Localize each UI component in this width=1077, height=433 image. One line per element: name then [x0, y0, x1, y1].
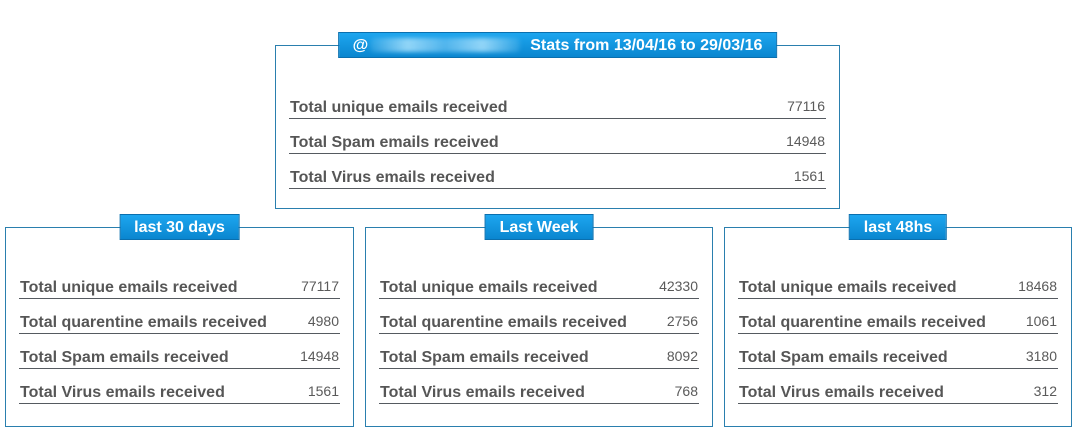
- stat-row: Total unique emails received 42330: [379, 276, 699, 299]
- stat-label: Total unique emails received: [380, 279, 598, 296]
- stat-label: Total quarentine emails received: [739, 314, 986, 331]
- stat-value: 768: [674, 383, 698, 399]
- title-prefix: @: [352, 37, 369, 54]
- stat-row: Total quarentine emails received 2756: [379, 311, 699, 334]
- stat-label: Total Spam emails received: [380, 349, 589, 366]
- stat-row: Total quarentine emails received 1061: [738, 311, 1058, 334]
- stat-label: Total Virus emails received: [380, 384, 585, 401]
- stats-panel-last-48hs: last 48hs Total unique emails received 1…: [724, 214, 1072, 427]
- stat-row: Total Spam emails received 14948: [19, 346, 340, 369]
- panel-title: last 48hs: [848, 214, 948, 240]
- stats-panel-main: @ Stats from 13/04/16 to 29/03/16 Total u…: [275, 32, 840, 209]
- stat-row: Total Virus emails received 1561: [19, 381, 340, 404]
- stat-value: 18468: [1018, 278, 1057, 294]
- stat-label: Total quarentine emails received: [20, 314, 267, 331]
- panel-title: Last Week: [484, 214, 594, 240]
- panel-title: last 30 days: [119, 214, 240, 240]
- stat-label: Total Virus emails received: [739, 384, 944, 401]
- stat-value: 8092: [666, 348, 698, 364]
- stat-value: 1561: [793, 168, 825, 184]
- stat-label: Total unique emails received: [739, 279, 957, 296]
- stat-row: Total unique emails received 77117: [19, 276, 340, 299]
- stat-row: Total quarentine emails received 4980: [19, 311, 340, 334]
- stat-row: Total unique emails received 18468: [738, 276, 1058, 299]
- stat-value: 77117: [301, 278, 339, 294]
- stat-label: Total Spam emails received: [739, 349, 948, 366]
- stat-value: 42330: [659, 278, 698, 294]
- stat-value: 4980: [307, 313, 339, 329]
- stat-value: 312: [1033, 383, 1057, 399]
- stat-label: Total Virus emails received: [290, 169, 495, 186]
- stat-value: 1061: [1025, 313, 1057, 329]
- title-text: Stats from 13/04/16 to 29/03/16: [530, 37, 763, 54]
- stat-row: Total Virus emails received 768: [379, 381, 699, 404]
- stat-value: 14948: [786, 133, 825, 149]
- stat-label: Total Virus emails received: [20, 384, 225, 401]
- stats-panel-last-30-days: last 30 days Total unique emails receive…: [5, 214, 354, 427]
- stat-label: Total unique emails received: [290, 99, 508, 116]
- stat-row: Total Spam emails received 3180: [738, 346, 1058, 369]
- stat-value: 77116: [787, 98, 825, 114]
- stats-panel-last-week: Last Week Total unique emails received 4…: [365, 214, 713, 427]
- stat-row: Total Spam emails received 8092: [379, 346, 699, 369]
- stat-label: Total unique emails received: [20, 279, 238, 296]
- stat-row: Total Virus emails received 1561: [289, 166, 826, 189]
- stat-value: 3180: [1025, 348, 1057, 364]
- redacted-domain: [370, 38, 521, 52]
- stat-label: Total Spam emails received: [290, 134, 499, 151]
- stats-panel-main-title: @ Stats from 13/04/16 to 29/03/16: [337, 32, 778, 58]
- stat-label: Total quarentine emails received: [380, 314, 627, 331]
- stat-value: 14948: [300, 348, 339, 364]
- stat-value: 1561: [307, 383, 339, 399]
- stat-row: Total Spam emails received 14948: [289, 131, 826, 154]
- stat-value: 2756: [666, 313, 698, 329]
- stat-row: Total unique emails received 77116: [289, 96, 826, 119]
- stat-row: Total Virus emails received 312: [738, 381, 1058, 404]
- stat-label: Total Spam emails received: [20, 349, 229, 366]
